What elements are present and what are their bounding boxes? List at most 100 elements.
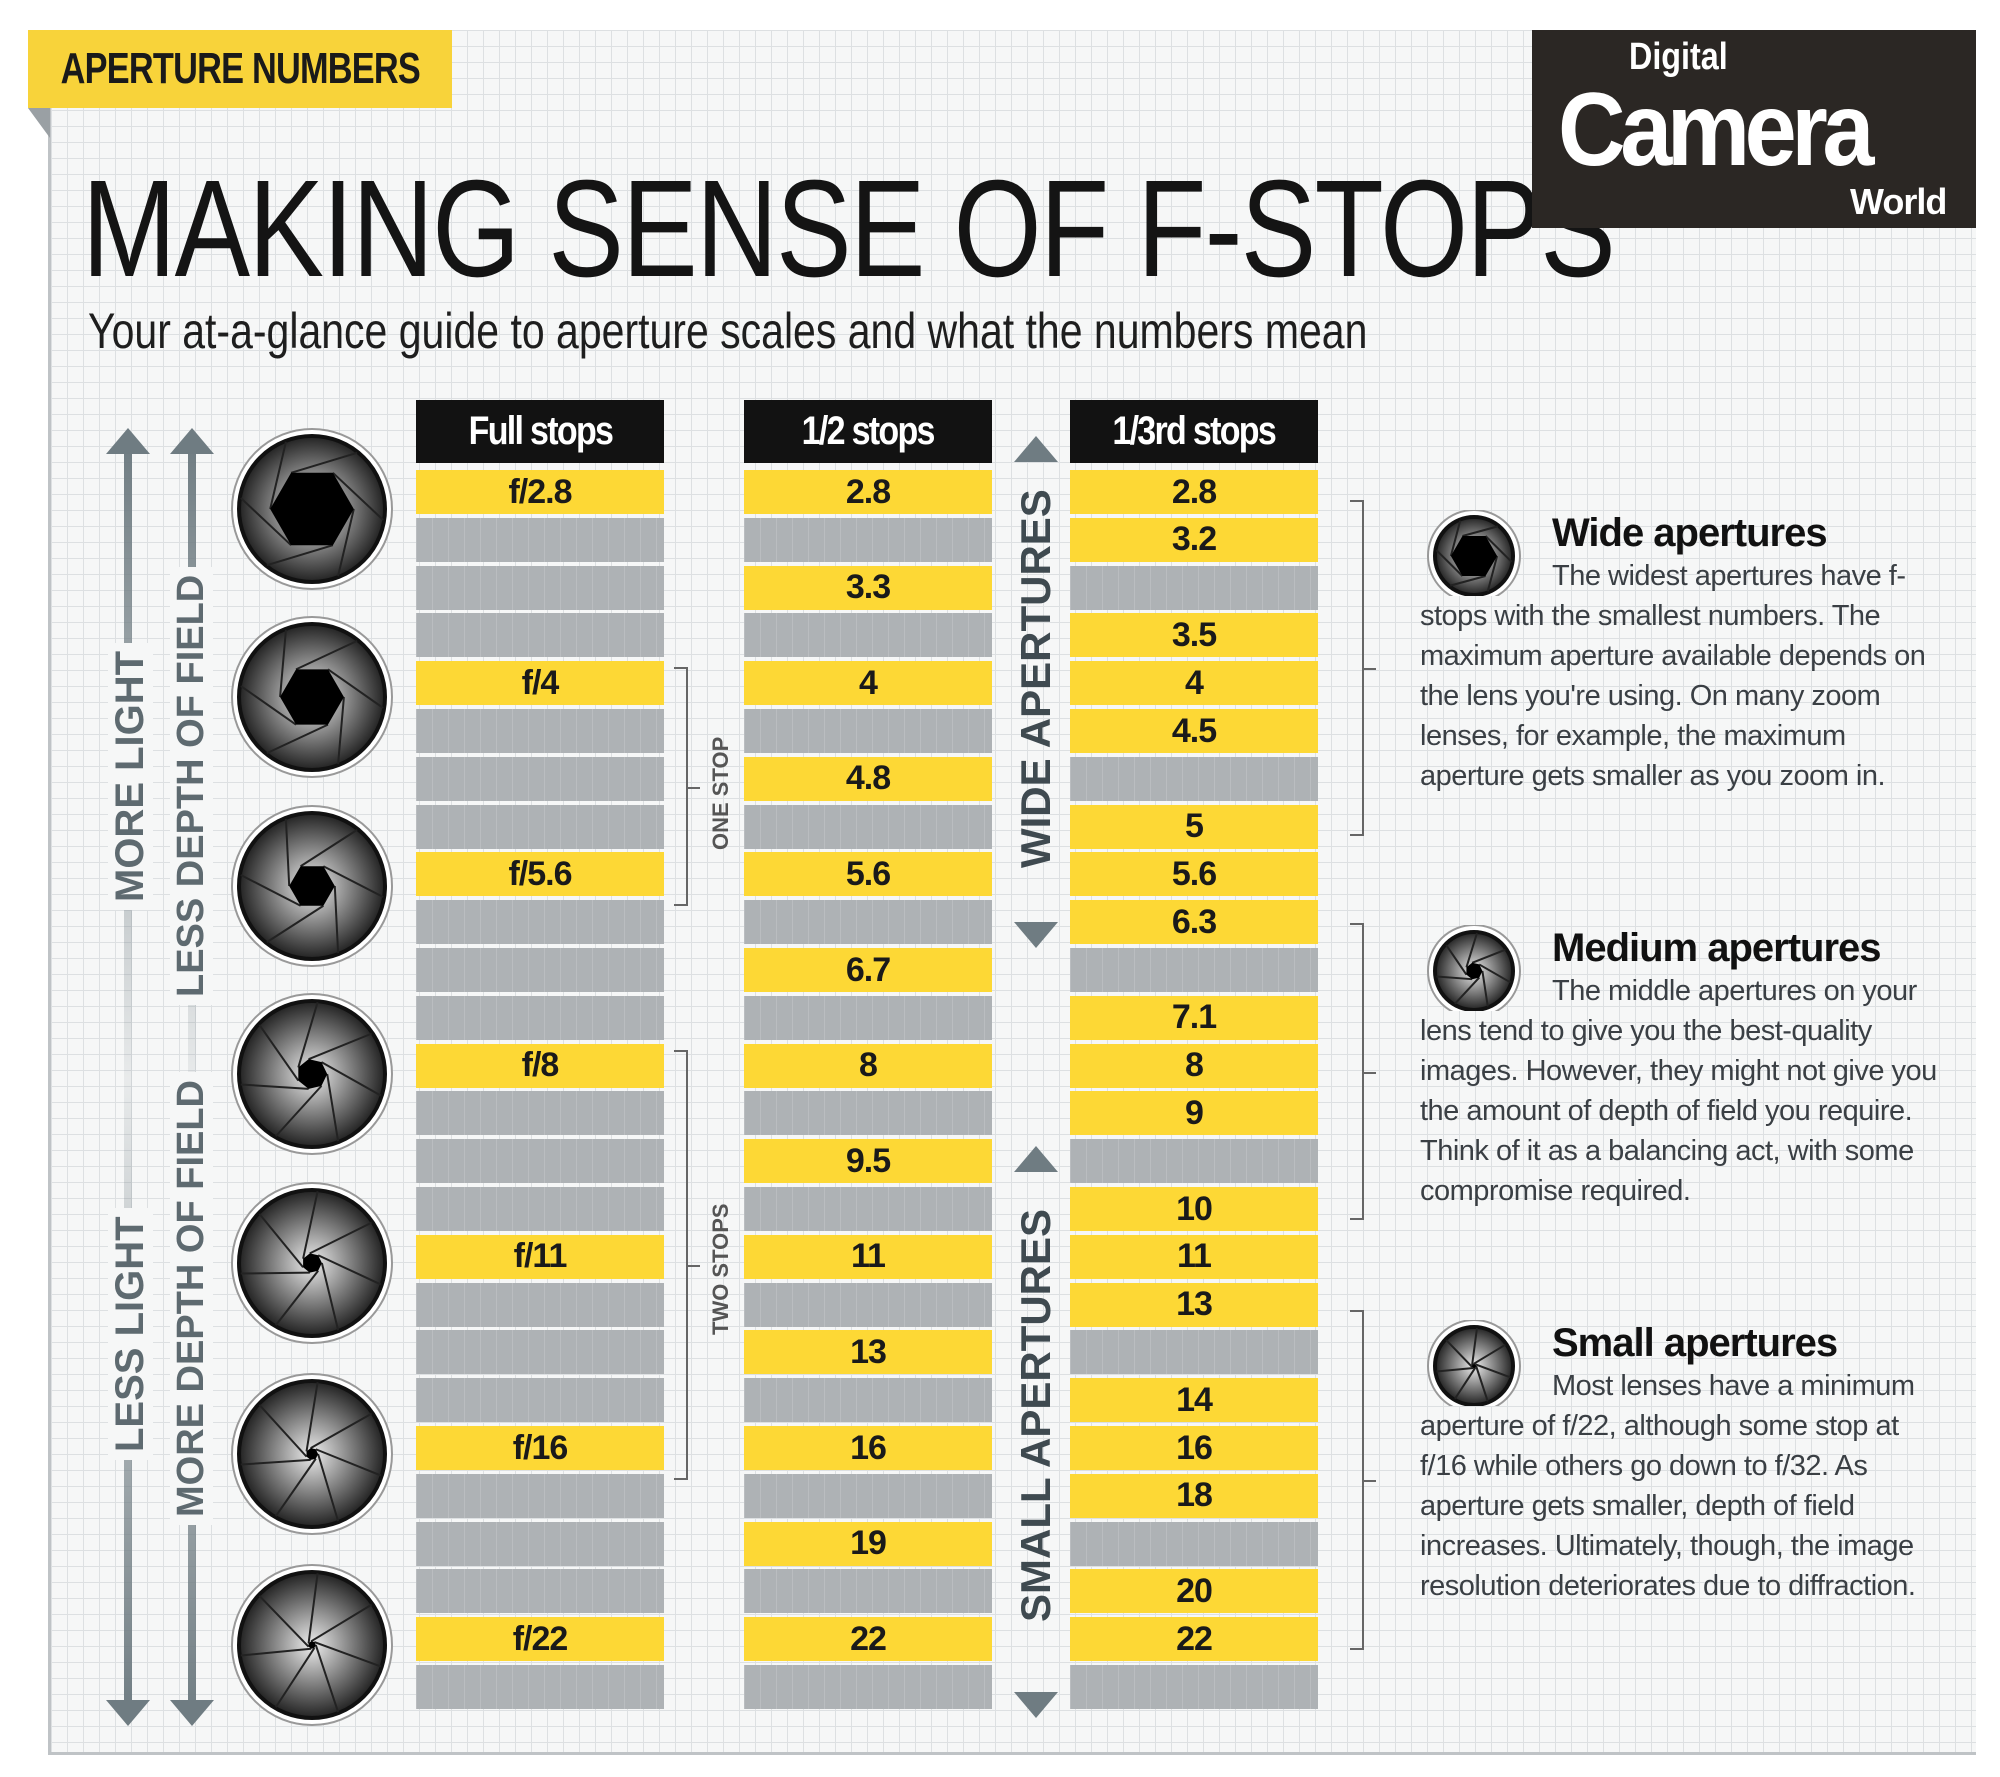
empty-cell — [744, 995, 992, 1040]
arrow-down-icon — [1014, 922, 1058, 948]
empty-cell — [416, 995, 664, 1040]
arrow-down-icon — [1014, 1692, 1058, 1718]
empty-cell — [416, 1665, 664, 1709]
empty-cell — [416, 1569, 664, 1614]
note-body: The middle apertures on your lens tend t… — [1420, 975, 1937, 1207]
empty-cell — [1070, 1521, 1318, 1566]
note-title: Small apertures — [1552, 1321, 1838, 1365]
fstop-cell: f/22 — [416, 1617, 664, 1662]
header-label: 1/3rd stops — [1112, 409, 1277, 453]
label-less-light: LESS LIGHT — [108, 1208, 153, 1460]
empty-cell — [744, 900, 992, 945]
label-more-dof: MORE DEPTH OF FIELD — [170, 1072, 213, 1525]
brand-logo: Digital Camera World — [1532, 30, 1976, 228]
empty-cell — [744, 1378, 992, 1423]
empty-cell — [1070, 948, 1318, 992]
fstop-cell: 5 — [1070, 804, 1318, 849]
aperture-diagram-icon — [231, 1373, 393, 1535]
tag-fold — [28, 108, 50, 138]
aperture-diagram-icon — [231, 1564, 393, 1726]
arrow-down-icon — [170, 1700, 214, 1726]
fstop-cell: 2.8 — [744, 470, 992, 514]
empty-cell — [744, 1665, 992, 1709]
fstop-cell: 4 — [744, 661, 992, 706]
arrow-down-icon — [106, 1700, 150, 1726]
column-full-stops: Full stops f/2.8 f/4 f/5.6 f/8 f/11 f/16 f/22 — [416, 400, 664, 1709]
label-small-apertures: SMALL APERTURES — [1012, 1208, 1059, 1622]
empty-cell — [744, 1282, 992, 1327]
note-body: Most lenses have a minimum aperture of f… — [1420, 1370, 1916, 1602]
fstop-cell: f/11 — [416, 1234, 664, 1279]
empty-cell — [744, 804, 992, 849]
column-third-stops: 1/3rd stops 2.8 3.2 3.5 4 4.5 5 5.6 6.3 7.1 8 9 10 11… — [1070, 400, 1318, 1709]
bracket-wide — [1350, 500, 1376, 836]
aperture-diagram-icon — [231, 805, 393, 967]
empty-cell — [416, 1330, 664, 1375]
aperture-diagram-icon — [231, 1182, 393, 1344]
fstop-cell: 20 — [1070, 1569, 1318, 1614]
empty-cell — [744, 1569, 992, 1614]
logo-digital: Digital — [1629, 36, 1728, 78]
fstop-cell: 3.5 — [1070, 613, 1318, 658]
empty-cell — [416, 1473, 664, 1518]
fstop-cell: 4.8 — [744, 756, 992, 801]
wide-aperture-icon — [1427, 510, 1521, 596]
fstop-cell: 22 — [744, 1617, 992, 1662]
fstop-cell: 10 — [1070, 1187, 1318, 1231]
aperture-diagram-icon — [231, 616, 393, 778]
section-tag-label: APERTURE NUMBERS — [60, 44, 420, 93]
logo-camera: Camera — [1558, 72, 1874, 188]
empty-cell — [744, 1473, 992, 1518]
note-body: The widest apertures have f-stops with t… — [1420, 560, 1926, 792]
empty-cell — [416, 948, 664, 992]
empty-cell — [744, 709, 992, 753]
empty-cell — [416, 804, 664, 849]
empty-cell — [416, 1282, 664, 1327]
fstop-cell: 5.6 — [1070, 852, 1318, 897]
empty-cell — [416, 1139, 664, 1184]
note-small: Small apertures Most lenses have a minimu… — [1420, 1320, 1940, 1606]
fstop-cell: 5.6 — [744, 852, 992, 897]
note-medium: Medium apertures The middle apertures on … — [1420, 925, 1940, 1211]
fstop-cell: 3.2 — [1070, 517, 1318, 562]
fstop-cell: 4 — [1070, 661, 1318, 706]
empty-cell — [744, 1187, 992, 1231]
header-label: 1/2 stops — [801, 409, 936, 453]
fstop-cell: f/4 — [416, 661, 664, 706]
note-wide: Wide apertures The widest apertures have … — [1420, 510, 1940, 796]
logo-world: World — [1850, 181, 1947, 222]
note-title: Medium apertures — [1552, 926, 1882, 970]
fstop-cell: f/2.8 — [416, 470, 664, 514]
arrow-up-icon — [106, 428, 150, 454]
empty-cell — [1070, 1330, 1318, 1375]
header-label: Full stops — [468, 409, 613, 453]
empty-cell — [744, 613, 992, 658]
page-subtitle: Your at-a-glance guide to aperture scale… — [88, 303, 1368, 359]
aperture-diagram-icon — [231, 993, 393, 1155]
column-header: Full stops — [416, 400, 664, 463]
fstop-cell: 14 — [1070, 1378, 1318, 1423]
fstop-cell: 6.7 — [744, 948, 992, 992]
fstop-cell: 4.5 — [1070, 709, 1318, 753]
label-less-dof: LESS DEPTH OF FIELD — [170, 566, 213, 1005]
empty-cell — [416, 900, 664, 945]
empty-cell — [1070, 1665, 1318, 1709]
fstop-cell: 18 — [1070, 1473, 1318, 1518]
fstop-cell: f/8 — [416, 1043, 664, 1088]
bracket-small — [1350, 1310, 1376, 1650]
column-header: 1/3rd stops — [1070, 400, 1318, 463]
arrow-up-icon — [1014, 436, 1058, 462]
empty-cell — [416, 613, 664, 658]
fstop-cell: 16 — [1070, 1426, 1318, 1470]
empty-cell — [416, 1187, 664, 1231]
bracket-one-stop — [674, 667, 700, 906]
fstop-cell: 11 — [1070, 1234, 1318, 1279]
fstop-cell: f/5.6 — [416, 852, 664, 897]
fstop-cell: 9.5 — [744, 1139, 992, 1184]
fstop-cell: 3.3 — [744, 565, 992, 610]
empty-cell — [416, 1521, 664, 1566]
empty-cell — [416, 517, 664, 562]
column-half-stops: 1/2 stops 2.8 3.3 4 4.8 5.6 6.7 8 9.5 11 13 16 19 22 — [744, 400, 992, 1709]
empty-cell — [744, 517, 992, 562]
empty-cell — [1070, 1139, 1318, 1184]
